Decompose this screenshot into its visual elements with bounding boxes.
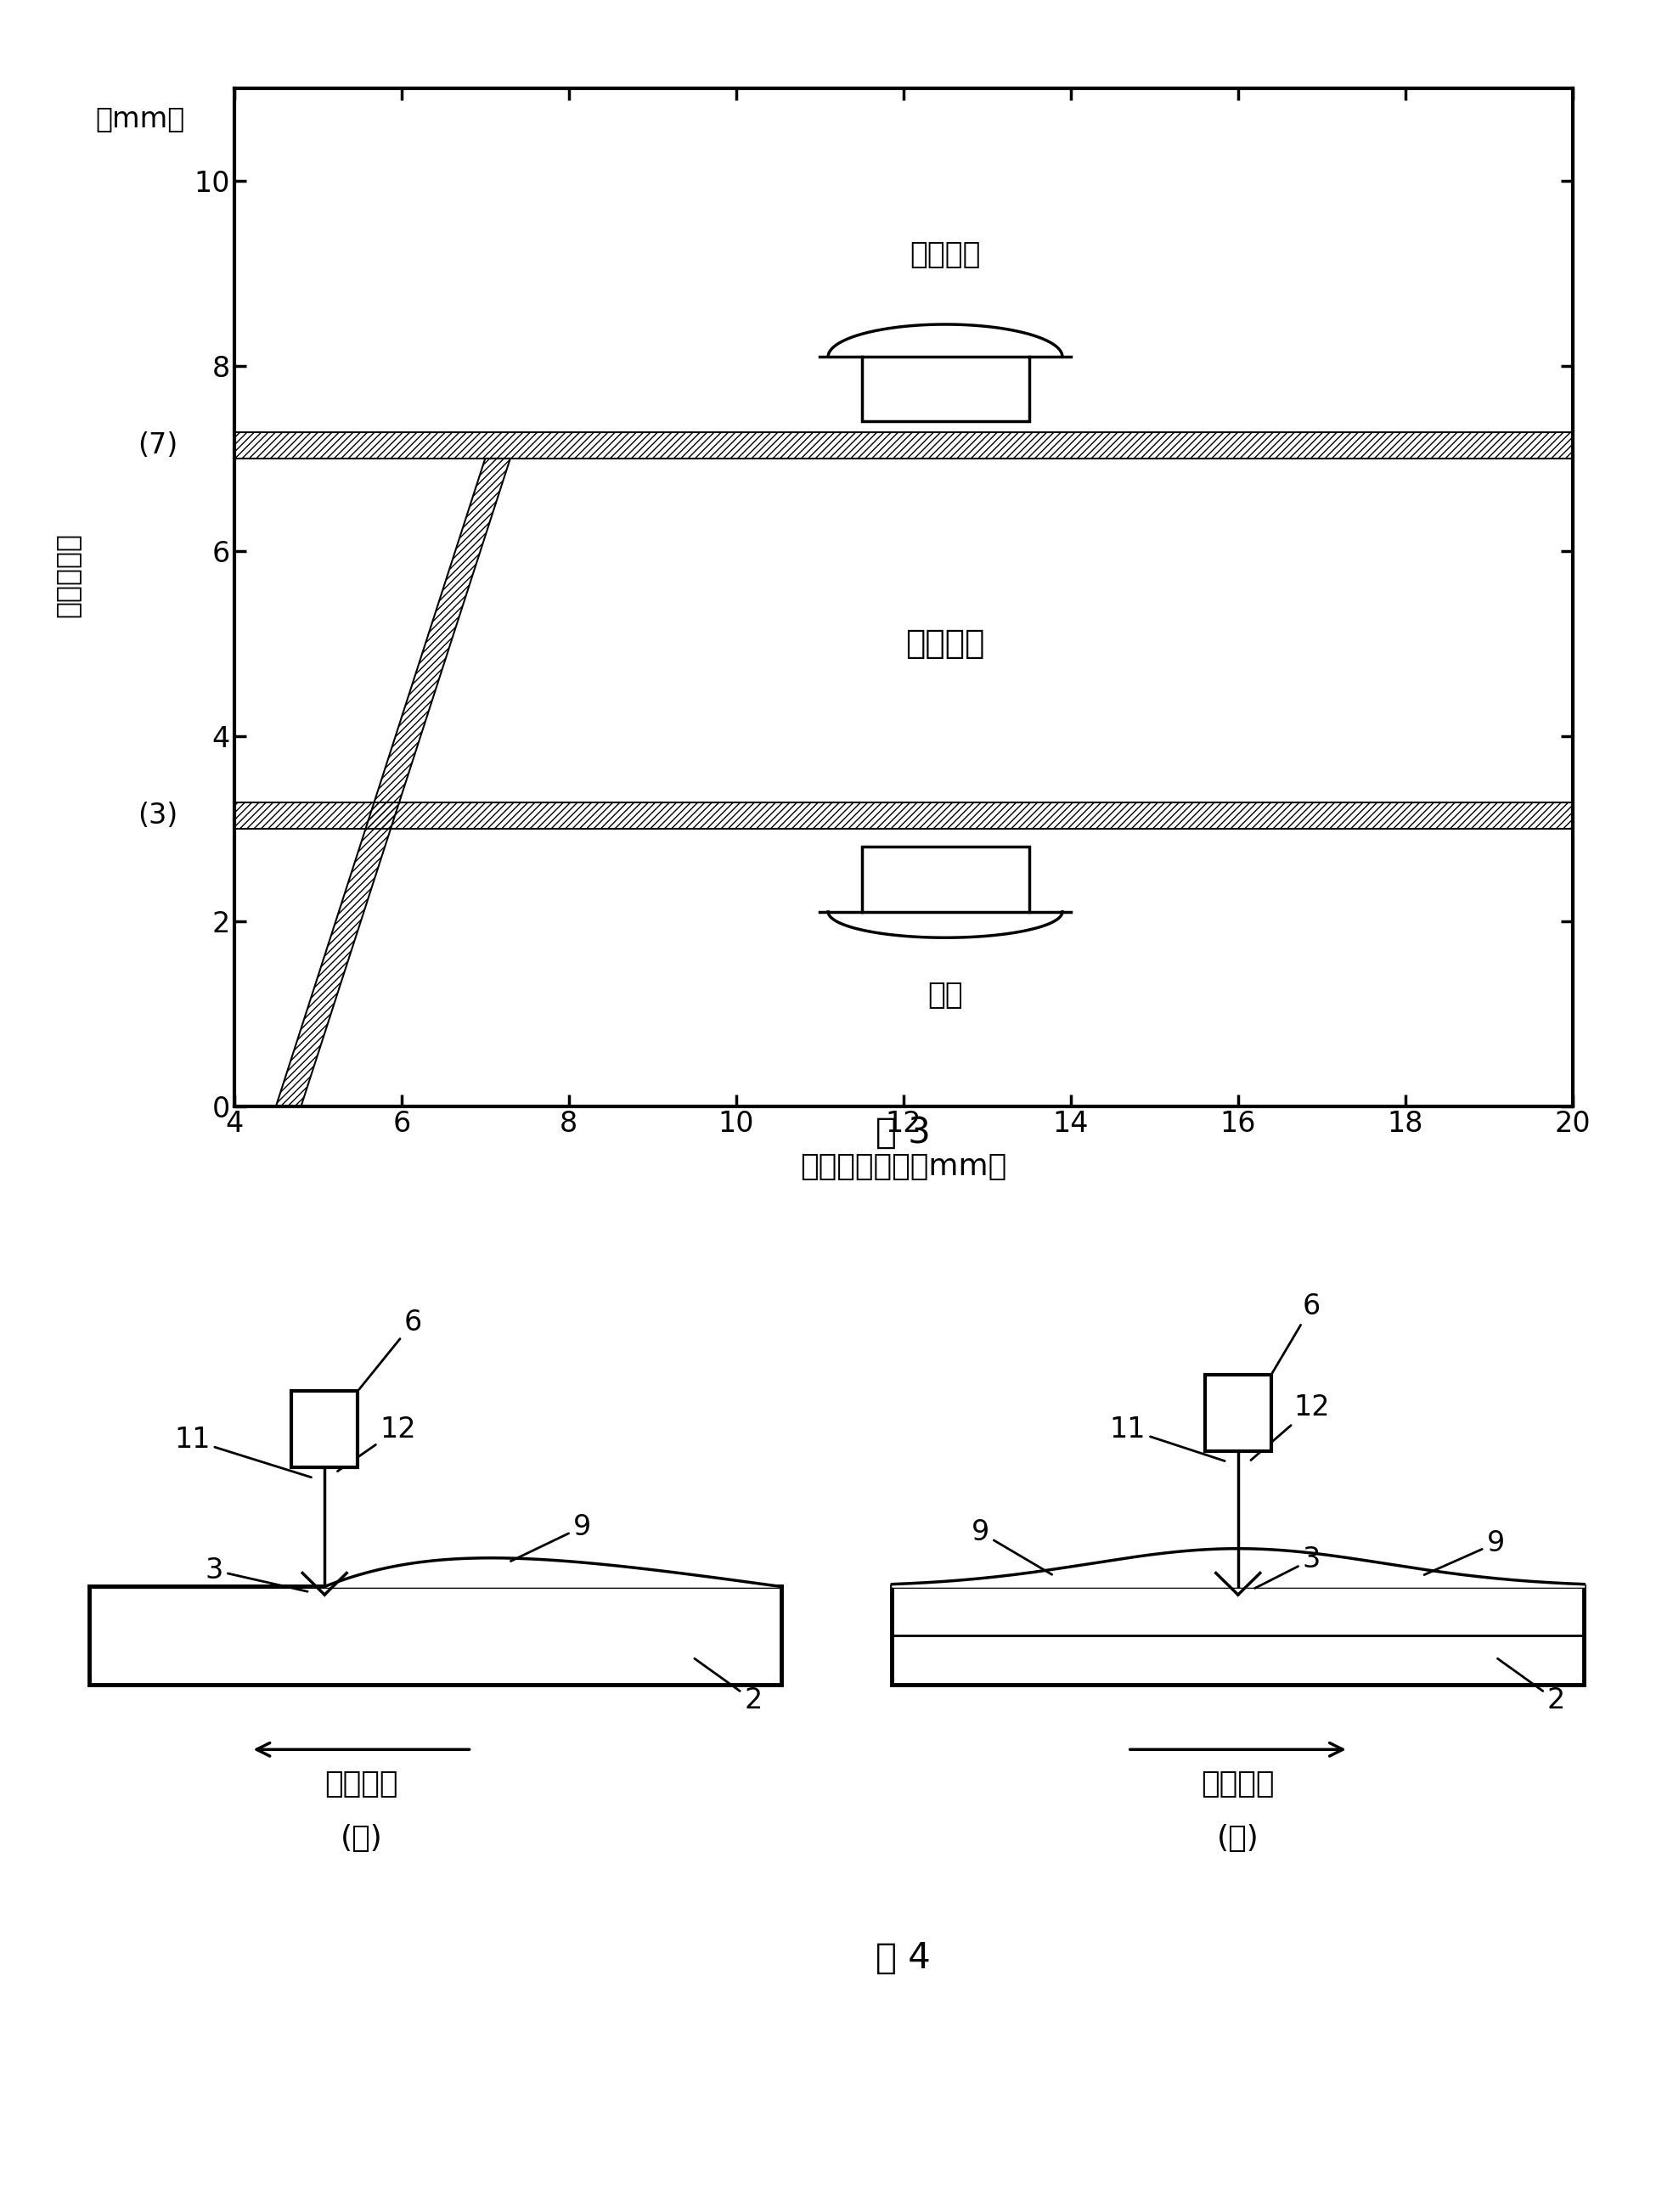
Y-axis label: （mm）: （mm） xyxy=(95,104,186,133)
Text: 9: 9 xyxy=(1424,1528,1504,1575)
Text: 和边: 和边 xyxy=(927,980,964,1009)
Bar xyxy=(291,1391,358,1467)
Text: 凹凸不平: 凹凸不平 xyxy=(910,241,980,270)
Text: 11: 11 xyxy=(1109,1416,1225,1460)
Text: 2: 2 xyxy=(694,1659,763,1714)
Text: 6: 6 xyxy=(1273,1292,1320,1374)
Text: (Ｂ): (Ｂ) xyxy=(1216,1825,1260,1854)
Bar xyxy=(89,1586,781,1683)
Text: 图 3: 图 3 xyxy=(877,1115,930,1150)
Text: (Ａ): (Ａ) xyxy=(340,1825,383,1854)
Text: 6: 6 xyxy=(360,1310,422,1389)
Text: 2: 2 xyxy=(1497,1659,1566,1714)
Text: 9: 9 xyxy=(510,1513,591,1562)
Text: 良好范围: 良好范围 xyxy=(905,628,985,659)
Bar xyxy=(1205,1376,1271,1451)
Text: 3: 3 xyxy=(206,1557,308,1590)
Text: 燕池的长径: 燕池的长径 xyxy=(54,533,80,617)
Text: 12: 12 xyxy=(338,1416,417,1471)
Bar xyxy=(234,803,1573,830)
Text: (7): (7) xyxy=(137,431,177,460)
Bar xyxy=(862,847,1029,911)
Text: 11: 11 xyxy=(174,1427,311,1478)
Text: 去路方向: 去路方向 xyxy=(325,1770,398,1798)
Text: 图 4: 图 4 xyxy=(877,1940,930,1975)
Bar xyxy=(892,1586,1584,1683)
Bar xyxy=(234,434,1573,458)
Text: 回路方向: 回路方向 xyxy=(1201,1770,1275,1798)
Bar xyxy=(862,356,1029,422)
Text: (3): (3) xyxy=(137,801,177,830)
Text: 12: 12 xyxy=(1251,1394,1330,1460)
Text: 3: 3 xyxy=(1255,1546,1320,1588)
Text: 9: 9 xyxy=(972,1517,1052,1575)
X-axis label: 焉丝间距离　（mm）: 焉丝间距离 （mm） xyxy=(800,1152,1007,1181)
